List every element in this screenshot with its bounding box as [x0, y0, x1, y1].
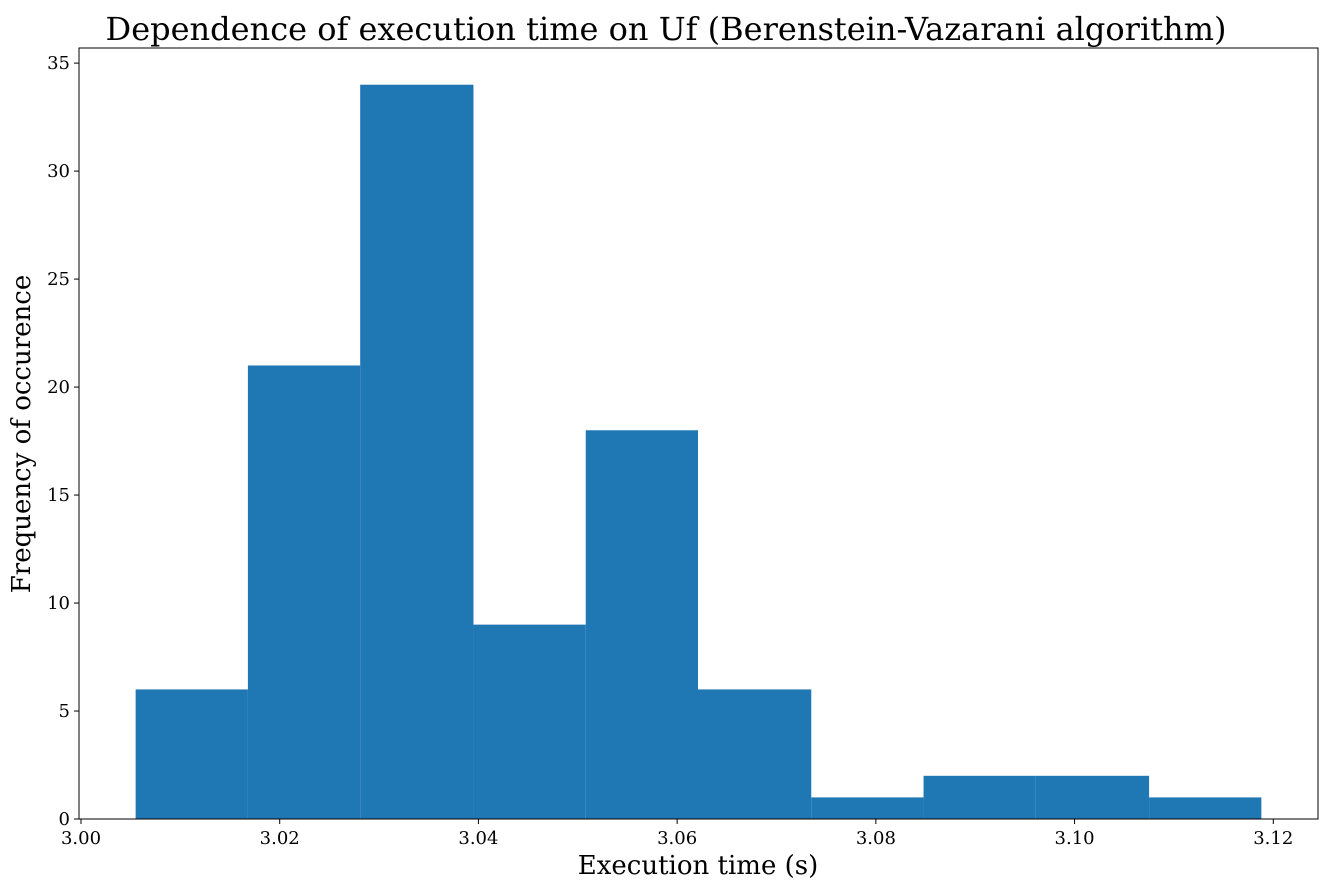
bar: [135, 689, 248, 819]
y-tick-label: 0: [59, 809, 70, 830]
plot-frame: [78, 47, 1319, 820]
x-tick-label: 3.08: [856, 828, 896, 849]
y-tick-label: 15: [47, 485, 70, 506]
bar: [698, 689, 812, 819]
x-axis-label: Execution time (s): [578, 851, 818, 881]
x-tick-label: 3.06: [657, 828, 697, 849]
y-tick-label: 35: [47, 53, 70, 74]
y-tick-label: 30: [47, 161, 70, 182]
bar: [1035, 775, 1150, 819]
bar: [360, 84, 474, 819]
y-tick-label: 10: [47, 593, 70, 614]
x-tick-label: 3.02: [260, 828, 300, 849]
bar: [811, 797, 924, 819]
bar: [923, 775, 1036, 819]
bar: [585, 430, 699, 819]
bar: [1149, 797, 1262, 819]
y-tick-label: 25: [47, 269, 70, 290]
bar: [473, 624, 586, 819]
bar: [247, 365, 361, 819]
y-axis-label: Frequency of occurence: [7, 275, 37, 593]
x-tick-label: 3.04: [458, 828, 498, 849]
x-tick-label: 3.10: [1055, 828, 1095, 849]
x-tick-label: 3.12: [1253, 828, 1293, 849]
y-tick-label: 5: [59, 701, 70, 722]
x-tick-label: 3.00: [61, 828, 101, 849]
chart-title: Dependence of execution time on Uf (Bere…: [106, 10, 1227, 48]
y-tick-label: 20: [47, 377, 70, 398]
